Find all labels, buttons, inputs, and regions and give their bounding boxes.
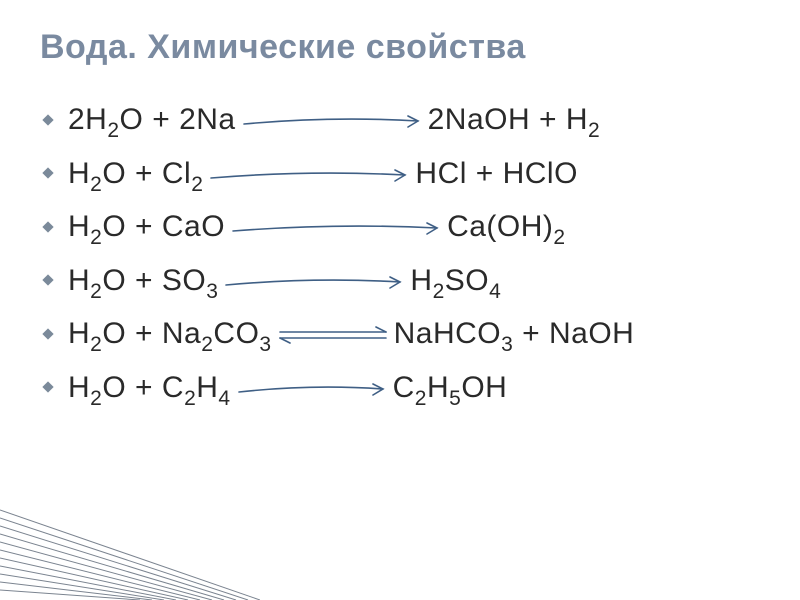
slide: Вода. Химические свойства 2H2O + 2Na 2Na… <box>0 0 800 600</box>
equation-lhs: H2O + SO3 <box>68 264 218 297</box>
equation-rhs: C2H5OH <box>393 371 508 404</box>
equation-row: H2O + Cl2 HCl + HClO <box>68 151 760 201</box>
equation-rhs: 2NaOH + H2 <box>428 103 601 136</box>
equation-lhs: H2O + Na2CO3 <box>68 317 272 350</box>
reaction-arrow-icon <box>237 380 387 398</box>
equation-row: H2O + C2H4 C2H5OH <box>68 365 760 415</box>
equation-row: H2O + Na2CO3 NaHCO3 + NaOH <box>68 311 760 361</box>
equation-rhs: NaHCO3 + NaOH <box>394 317 635 350</box>
equation-lhs: H2O + CaO <box>68 210 225 243</box>
equation-lhs: H2O + C2H4 <box>68 371 231 404</box>
reaction-arrow-icon <box>209 166 409 184</box>
equation-rhs: HCl + HClO <box>415 157 578 190</box>
reaction-arrow-icon <box>278 326 388 344</box>
reaction-arrow-icon <box>224 273 404 291</box>
reaction-arrow-icon <box>242 112 422 130</box>
equation-row: 2H2O + 2Na 2NaOH + H2 <box>68 97 760 147</box>
corner-decoration <box>0 480 260 600</box>
equation-rhs: H2SO4 <box>410 264 501 297</box>
equation-row: H2O + SO3 H2SO4 <box>68 258 760 308</box>
equation-lhs: H2O + Cl2 <box>68 157 203 190</box>
reaction-arrow-icon <box>231 219 441 237</box>
slide-title: Вода. Химические свойства <box>40 28 760 67</box>
equation-row: H2O + CaO Ca(OH)2 <box>68 204 760 254</box>
equation-lhs: 2H2O + 2Na <box>68 103 236 136</box>
equation-list: 2H2O + 2Na 2NaOH + H2H2O + Cl2 HCl + HCl… <box>40 97 760 414</box>
equation-rhs: Ca(OH)2 <box>447 210 566 243</box>
